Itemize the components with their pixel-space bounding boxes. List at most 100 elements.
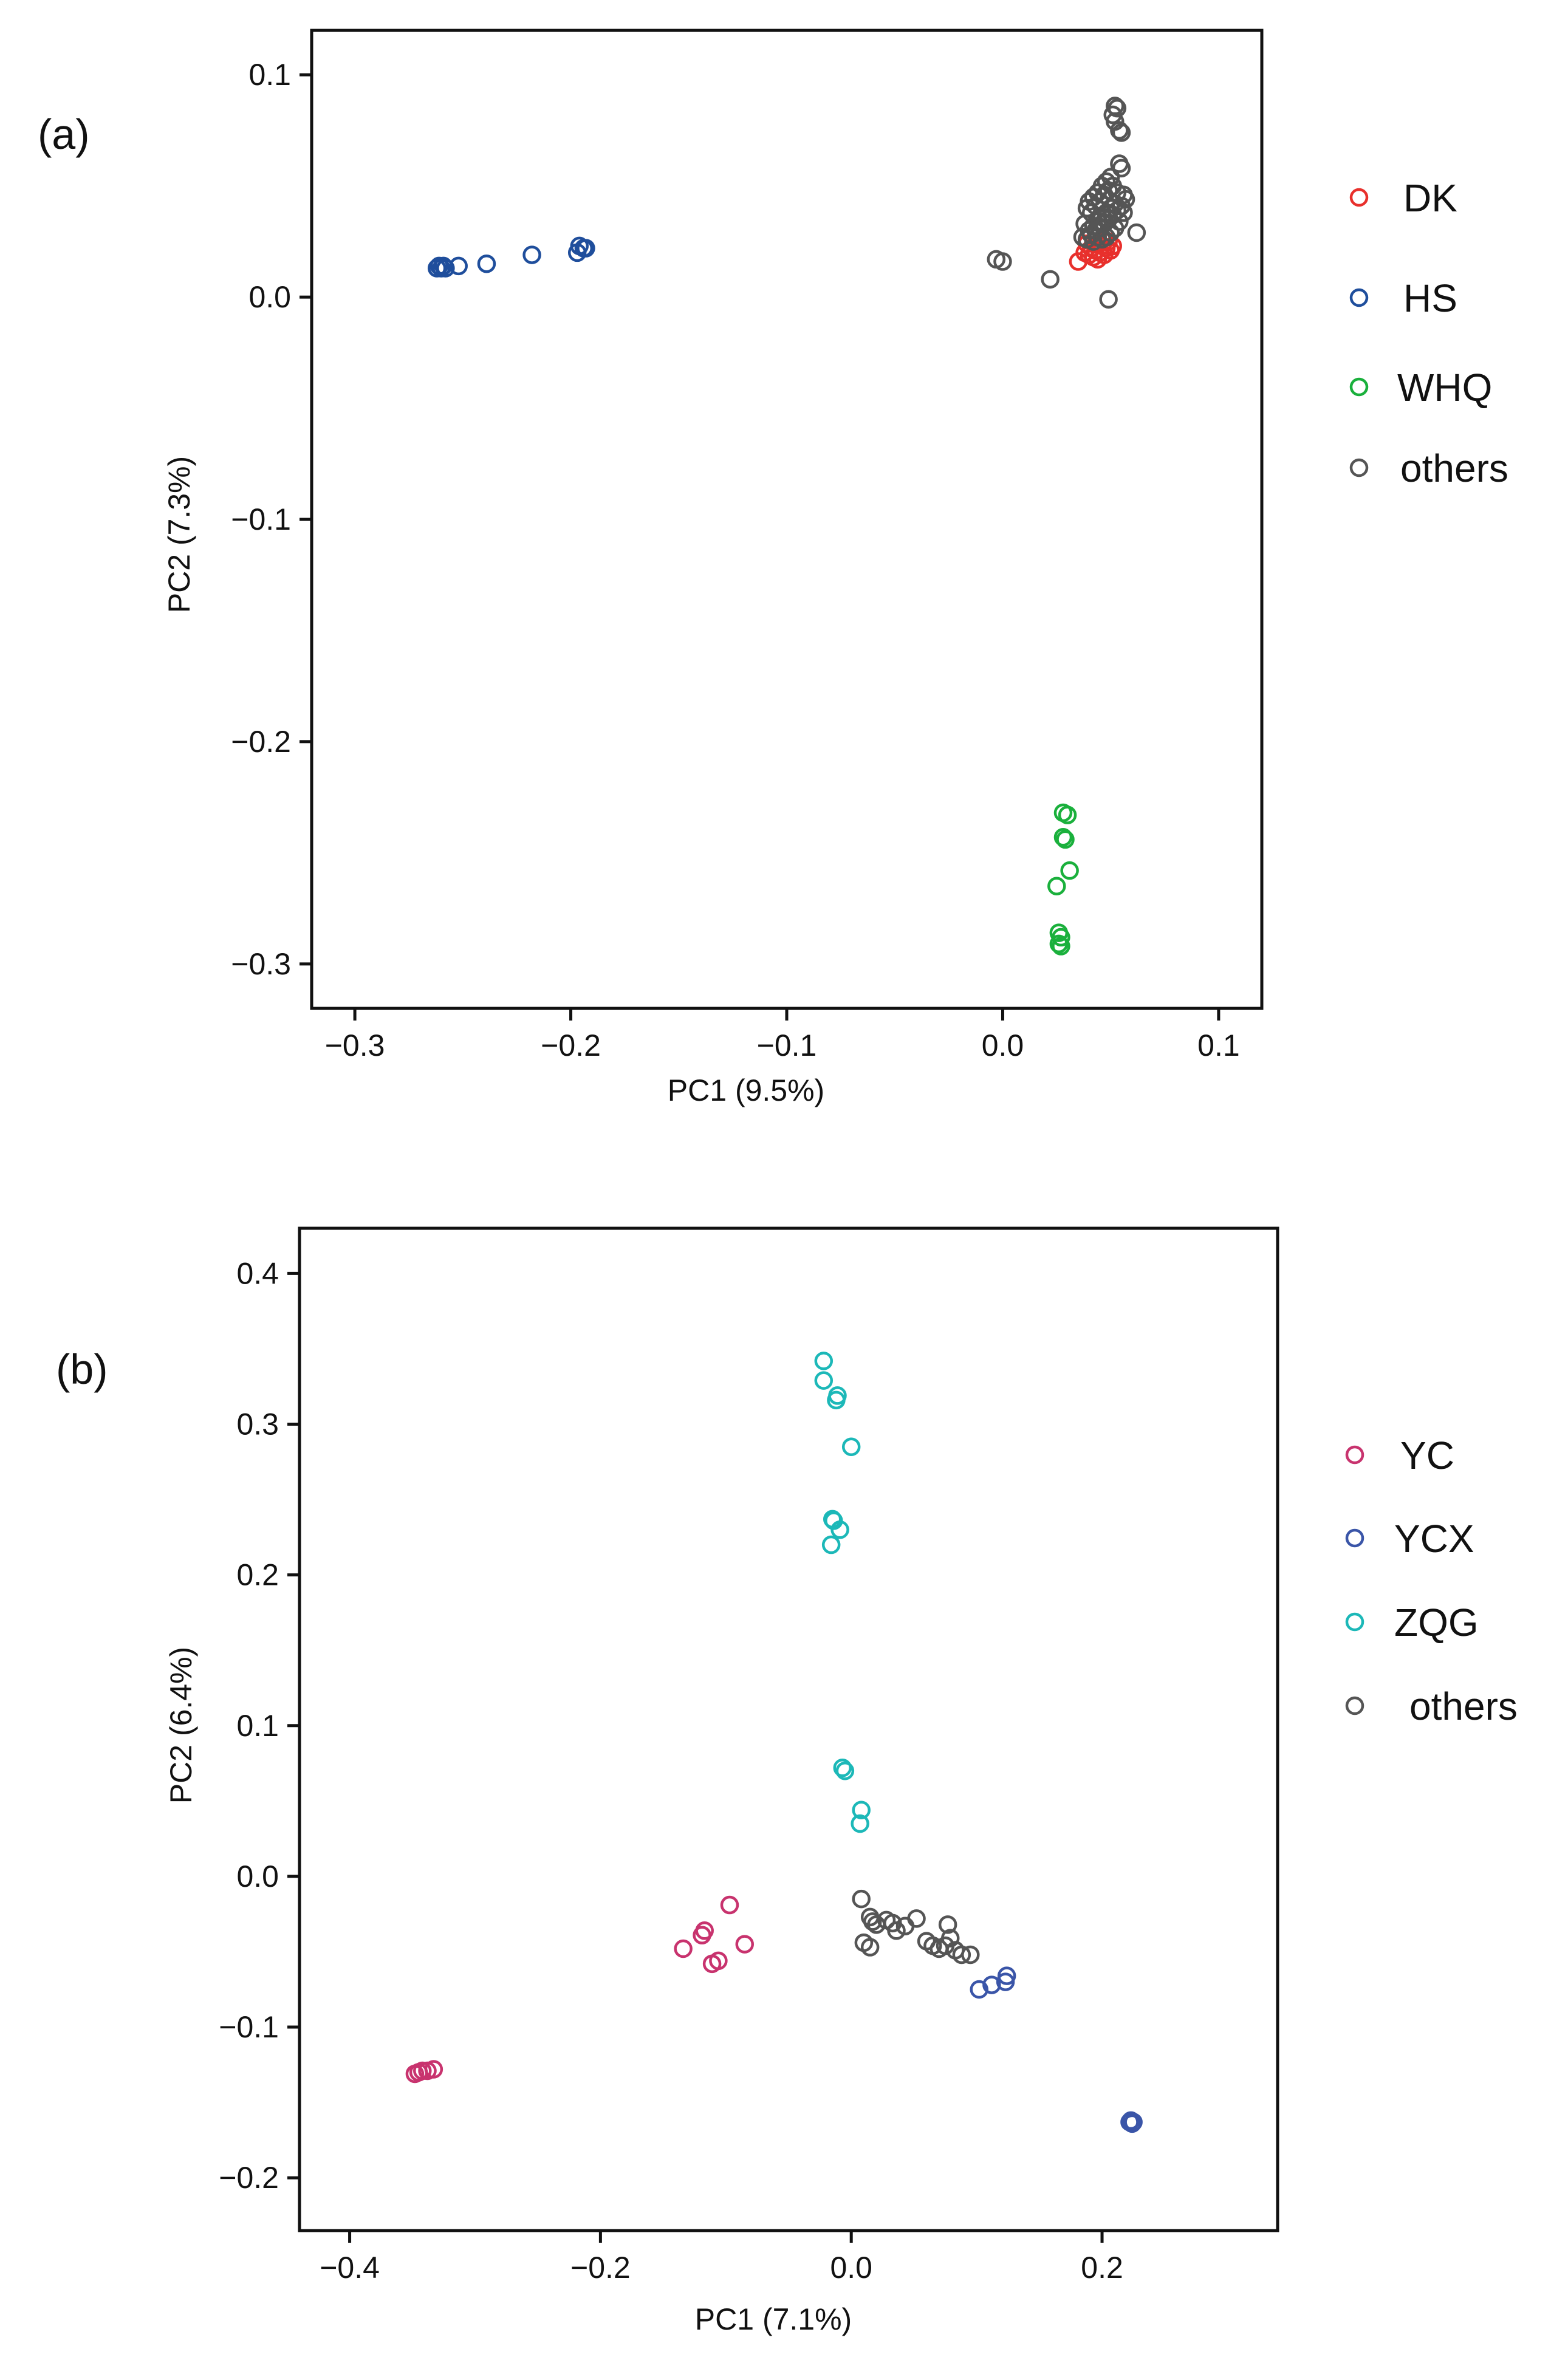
legend-marker-ycx [1345,1528,1364,1548]
data-point-others [860,1938,880,1957]
data-point-whq [1052,937,1070,956]
y-tick-label: −0.1 [231,502,291,536]
data-point-yc [674,1939,693,1958]
data-point-hs [522,245,541,264]
data-point-zqg [821,1535,841,1554]
data-point-whq [1060,861,1079,880]
legend-item-whq: WHQ [1349,366,1492,409]
x-tick-label: 0.2 [1081,2251,1123,2285]
panel-b-y-axis-title: PC2 (6.4%) [164,1647,198,1804]
x-tick-label: 0.1 [1197,1028,1240,1062]
data-point-others [941,1929,960,1948]
data-point-others [1110,121,1129,140]
panel-a-x-axis-title: PC1 (9.5%) [668,1073,824,1107]
panel-b-legend: YC YCX ZQG others [1345,1434,1518,1728]
legend-label-hs: HS [1403,276,1457,320]
data-point-ycx [1124,2113,1143,2132]
x-tick-label: −0.2 [570,2251,631,2285]
y-tick-label: 0.0 [236,1859,279,1893]
x-tick-label: −0.3 [325,1028,385,1062]
panel-b-ticks: −0.4 −0.2 0.0 0.2 0.4 0.3 0.2 0.1 0.0 −0.1 −0.2 [219,1256,1123,2285]
data-point-others [1088,228,1108,247]
legend-item-others-b: others [1345,1684,1518,1728]
y-tick-label: −0.2 [231,725,291,759]
data-point-whq [1047,877,1066,895]
legend-label-zqg: ZQG [1394,1601,1479,1644]
legend-marker-zqg [1345,1612,1364,1632]
data-point-others [1127,223,1146,242]
data-point-zqg [851,1814,869,1833]
data-point-zqg [835,1761,855,1780]
legend-label-others-a: others [1400,446,1508,490]
legend-item-yc: YC [1345,1434,1454,1477]
data-point-others [863,1912,882,1931]
data-point-yc [424,2060,443,2079]
data-point-whq [1058,805,1077,824]
data-point-others [961,1945,980,1965]
y-tick-label: −0.2 [219,2161,279,2195]
panel-a-label: (a) [38,111,90,158]
y-tick-label: 0.2 [236,1558,279,1592]
legend-item-dk: DK [1349,176,1457,220]
legend-marker-others-b [1345,1696,1364,1715]
x-tick-label: −0.2 [541,1028,601,1062]
data-point-zqg [814,1352,834,1370]
data-point-yc [709,1951,728,1971]
panel-a: (a) −0.3 −0.2 −0.1 0.0 0.10.10.0−0.1−0.2−0.3… [38,29,1508,1107]
data-point-hs [577,239,595,258]
panel-a-y-axis-title: PC2 (7.3%) [162,456,196,613]
legend-label-dk: DK [1403,176,1457,220]
data-point-hs [477,254,496,273]
y-tick-label: 0.0 [248,280,291,314]
data-point-yc [720,1895,739,1915]
data-point-others [1084,232,1103,251]
legend-marker-others-a [1349,458,1369,477]
data-point-others [1112,123,1131,142]
data-point-zqg [827,1390,846,1410]
legend-item-zqg: ZQG [1345,1601,1479,1644]
data-point-others [887,1921,906,1940]
data-point-others [952,1945,971,1965]
legend-item-others-a: others [1349,446,1508,490]
panel-b-x-axis-title: PC1 (7.1%) [695,2302,852,2336]
data-point-yc [695,1921,714,1940]
y-tick-label: 0.3 [236,1407,279,1441]
data-point-others [993,252,1012,271]
legend-marker-hs [1349,288,1369,307]
data-point-dk [1088,250,1108,269]
legend-marker-whq [1349,377,1369,397]
legend-label-others-b: others [1409,1684,1518,1728]
data-point-others [1099,290,1118,309]
data-point-yc [413,2061,432,2081]
legend-item-hs: HS [1349,276,1457,320]
y-tick-label: 0.1 [236,1709,279,1743]
data-point-others [852,1889,871,1909]
x-tick-label: 0.0 [830,2251,872,2285]
legend-marker-yc [1345,1445,1364,1465]
data-point-zqg [814,1371,834,1390]
y-tick-label: 0.4 [236,1256,279,1290]
data-point-others [1041,270,1060,289]
data-point-zqg [841,1437,861,1457]
panel-b-points [405,1352,1143,2133]
data-point-ycx [970,1980,988,1999]
legend-item-ycx: YCX [1345,1517,1474,1561]
panel-b-plot-frame [298,1226,1279,2232]
panel-a-ticks: −0.3 −0.2 −0.1 0.0 0.1 0.1 0.0 −0.1 −0.2 −0.3 [231,58,1239,1062]
panel-b-label: (b) [56,1346,108,1393]
y-tick-label: 0.1 [248,58,291,92]
y-tick-label: −0.1 [219,2010,279,2044]
data-point-zqg [833,1759,852,1777]
x-tick-label: −0.4 [320,2251,380,2285]
data-point-hs [436,259,455,278]
y-tick-label: −0.3 [231,947,291,981]
x-tick-label: 0.0 [982,1028,1024,1062]
legend-label-ycx: YCX [1394,1517,1474,1561]
panel-a-points [427,97,1146,956]
data-point-zqg [830,1520,849,1539]
panel-b: (b) −0.4 −0.2 0.0 0.20.40.30.20.10.0−0.1−0.… [56,1226,1518,2336]
data-point-zqg [852,1800,871,1819]
data-point-whq [1053,828,1073,847]
data-point-others [1112,159,1131,178]
